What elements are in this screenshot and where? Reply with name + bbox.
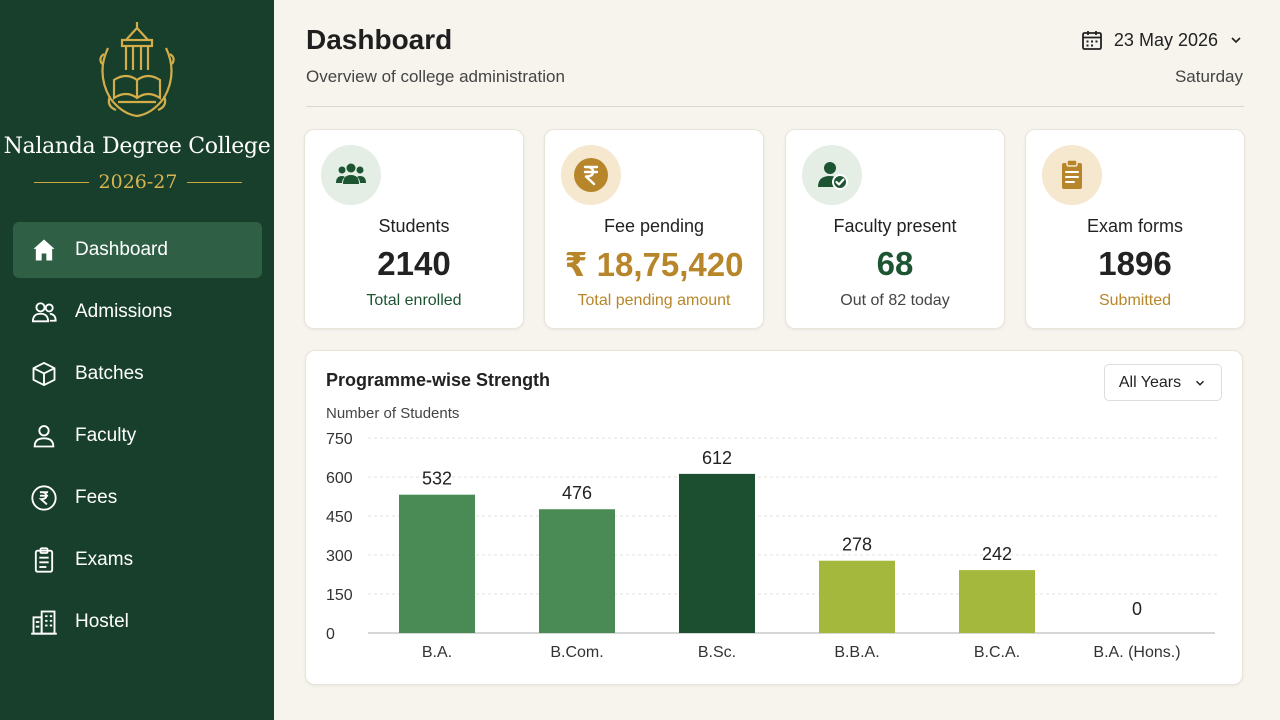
stat-sub: Total pending amount — [577, 292, 731, 309]
bar-value-label: 476 — [562, 483, 592, 503]
x-tick-label: B.A. (Hons.) — [1093, 644, 1180, 661]
x-tick-label: B.Com. — [550, 644, 603, 661]
bar — [539, 509, 615, 633]
stat-card-faculty-present: Faculty present 68 Out of 82 today — [785, 129, 1005, 329]
divider — [34, 181, 89, 183]
x-tick-label: B.Sc. — [698, 644, 736, 661]
sidebar-item-label: Fees — [75, 487, 118, 508]
students-icon — [321, 145, 381, 205]
sidebar-item-exams[interactable]: Exams — [13, 532, 262, 588]
stat-value: ₹ 18,75,420 — [564, 246, 744, 283]
date-picker[interactable]: 23 May 2026 — [1080, 28, 1244, 52]
stat-value: 1896 — [1098, 245, 1172, 282]
bar-value-label: 612 — [702, 448, 732, 468]
users-icon — [29, 297, 59, 327]
sidebar-item-label: Dashboard — [75, 239, 168, 260]
weekday: Saturday — [1174, 67, 1243, 86]
stat-card-exam-forms: Exam forms 1896 Submitted — [1025, 129, 1245, 329]
chart-title: Programme-wise Strength — [326, 370, 551, 390]
divider — [306, 106, 1244, 107]
stat-sub: Total enrolled — [366, 292, 462, 309]
current-date: 23 May 2026 — [1113, 29, 1218, 50]
sidebar-item-admissions[interactable]: Admissions — [13, 284, 262, 340]
stat-label: Faculty present — [833, 216, 957, 236]
stat-label: Fee pending — [603, 216, 705, 236]
sidebar-item-label: Exams — [75, 549, 134, 570]
faculty-check-icon — [802, 145, 862, 205]
y-tick-label: 0 — [326, 626, 335, 643]
y-tick-label: 150 — [326, 587, 353, 604]
stat-sub: Submitted — [1098, 292, 1172, 309]
clipboard-icon — [1042, 145, 1102, 205]
rupee-coin-icon — [561, 145, 621, 205]
stat-card-students: Students 2140 Total enrolled — [304, 129, 524, 329]
sidebar-item-dashboard[interactable]: Dashboard — [13, 222, 262, 278]
stat-card-fee-pending: Fee pending ₹ 18,75,420 Total pending am… — [544, 129, 764, 329]
sidebar: Nalanda Degree College 2026-27 Dashboard… — [0, 0, 274, 720]
stat-label: Students — [378, 216, 450, 236]
bar-value-label: 278 — [842, 535, 872, 555]
stat-label: Exam forms — [1086, 216, 1183, 236]
session-year: 2026-27 — [98, 171, 178, 193]
y-tick-label: 300 — [326, 548, 353, 565]
rupee-icon — [29, 483, 59, 513]
chart-y-axis-label: Number of Students — [326, 405, 460, 422]
y-tick-label: 450 — [326, 509, 353, 526]
page-title: Dashboard — [306, 24, 453, 55]
chevron-down-icon — [1196, 380, 1205, 386]
sidebar-item-batches[interactable]: Batches — [13, 346, 262, 402]
cube-icon — [29, 359, 59, 389]
sidebar-item-label: Faculty — [75, 425, 137, 446]
sidebar-item-label: Admissions — [75, 301, 173, 322]
page-subtitle: Overview of college administration — [306, 67, 565, 86]
home-icon — [29, 235, 59, 265]
x-tick-label: B.C.A. — [974, 644, 1020, 661]
x-tick-label: B.A. — [422, 644, 452, 661]
sidebar-item-hostel[interactable]: Hostel — [13, 594, 262, 650]
sidebar-item-label: Batches — [75, 363, 144, 384]
y-tick-label: 750 — [326, 431, 353, 448]
college-name: Nalanda Degree College — [3, 134, 271, 159]
sidebar-item-fees[interactable]: Fees — [13, 470, 262, 526]
stat-sub: Out of 82 today — [840, 292, 950, 309]
bar-value-label: 242 — [982, 544, 1012, 564]
year-filter-value: All Years — [1118, 373, 1182, 391]
programme-strength-chart-card: 0 150 300 450 600 750 532 B.A. 476 B.Com. 612 B.Sc.… — [305, 350, 1243, 685]
sidebar-nav: Dashboard Admissions Batches Faculty Fee… — [13, 222, 262, 656]
y-tick-label: 600 — [326, 470, 353, 487]
calendar-icon — [1082, 31, 1102, 50]
x-tick-label: B.B.A. — [834, 644, 879, 661]
session-label: 2026-27 — [34, 168, 243, 196]
chevron-down-icon — [1231, 37, 1241, 44]
clipboard-icon — [29, 545, 59, 575]
building-icon — [29, 607, 59, 637]
stat-value: 68 — [876, 245, 914, 282]
bar — [399, 494, 475, 633]
bar — [679, 473, 755, 633]
year-filter-select[interactable]: All Years — [1104, 364, 1222, 401]
stat-value: 2140 — [377, 245, 451, 282]
college-emblem-logo — [99, 22, 175, 118]
bar-value-label: 0 — [1132, 599, 1142, 619]
sidebar-item-label: Hostel — [75, 611, 129, 632]
bar-value-label: 532 — [422, 469, 452, 489]
person-icon — [29, 421, 59, 451]
bar-chart: 0 150 300 450 600 750 532 B.A. 476 B.Com. 612 B.Sc.… — [326, 431, 1220, 661]
bar — [819, 560, 895, 633]
divider — [187, 181, 243, 183]
bar — [959, 570, 1035, 633]
sidebar-item-faculty[interactable]: Faculty — [13, 408, 262, 464]
